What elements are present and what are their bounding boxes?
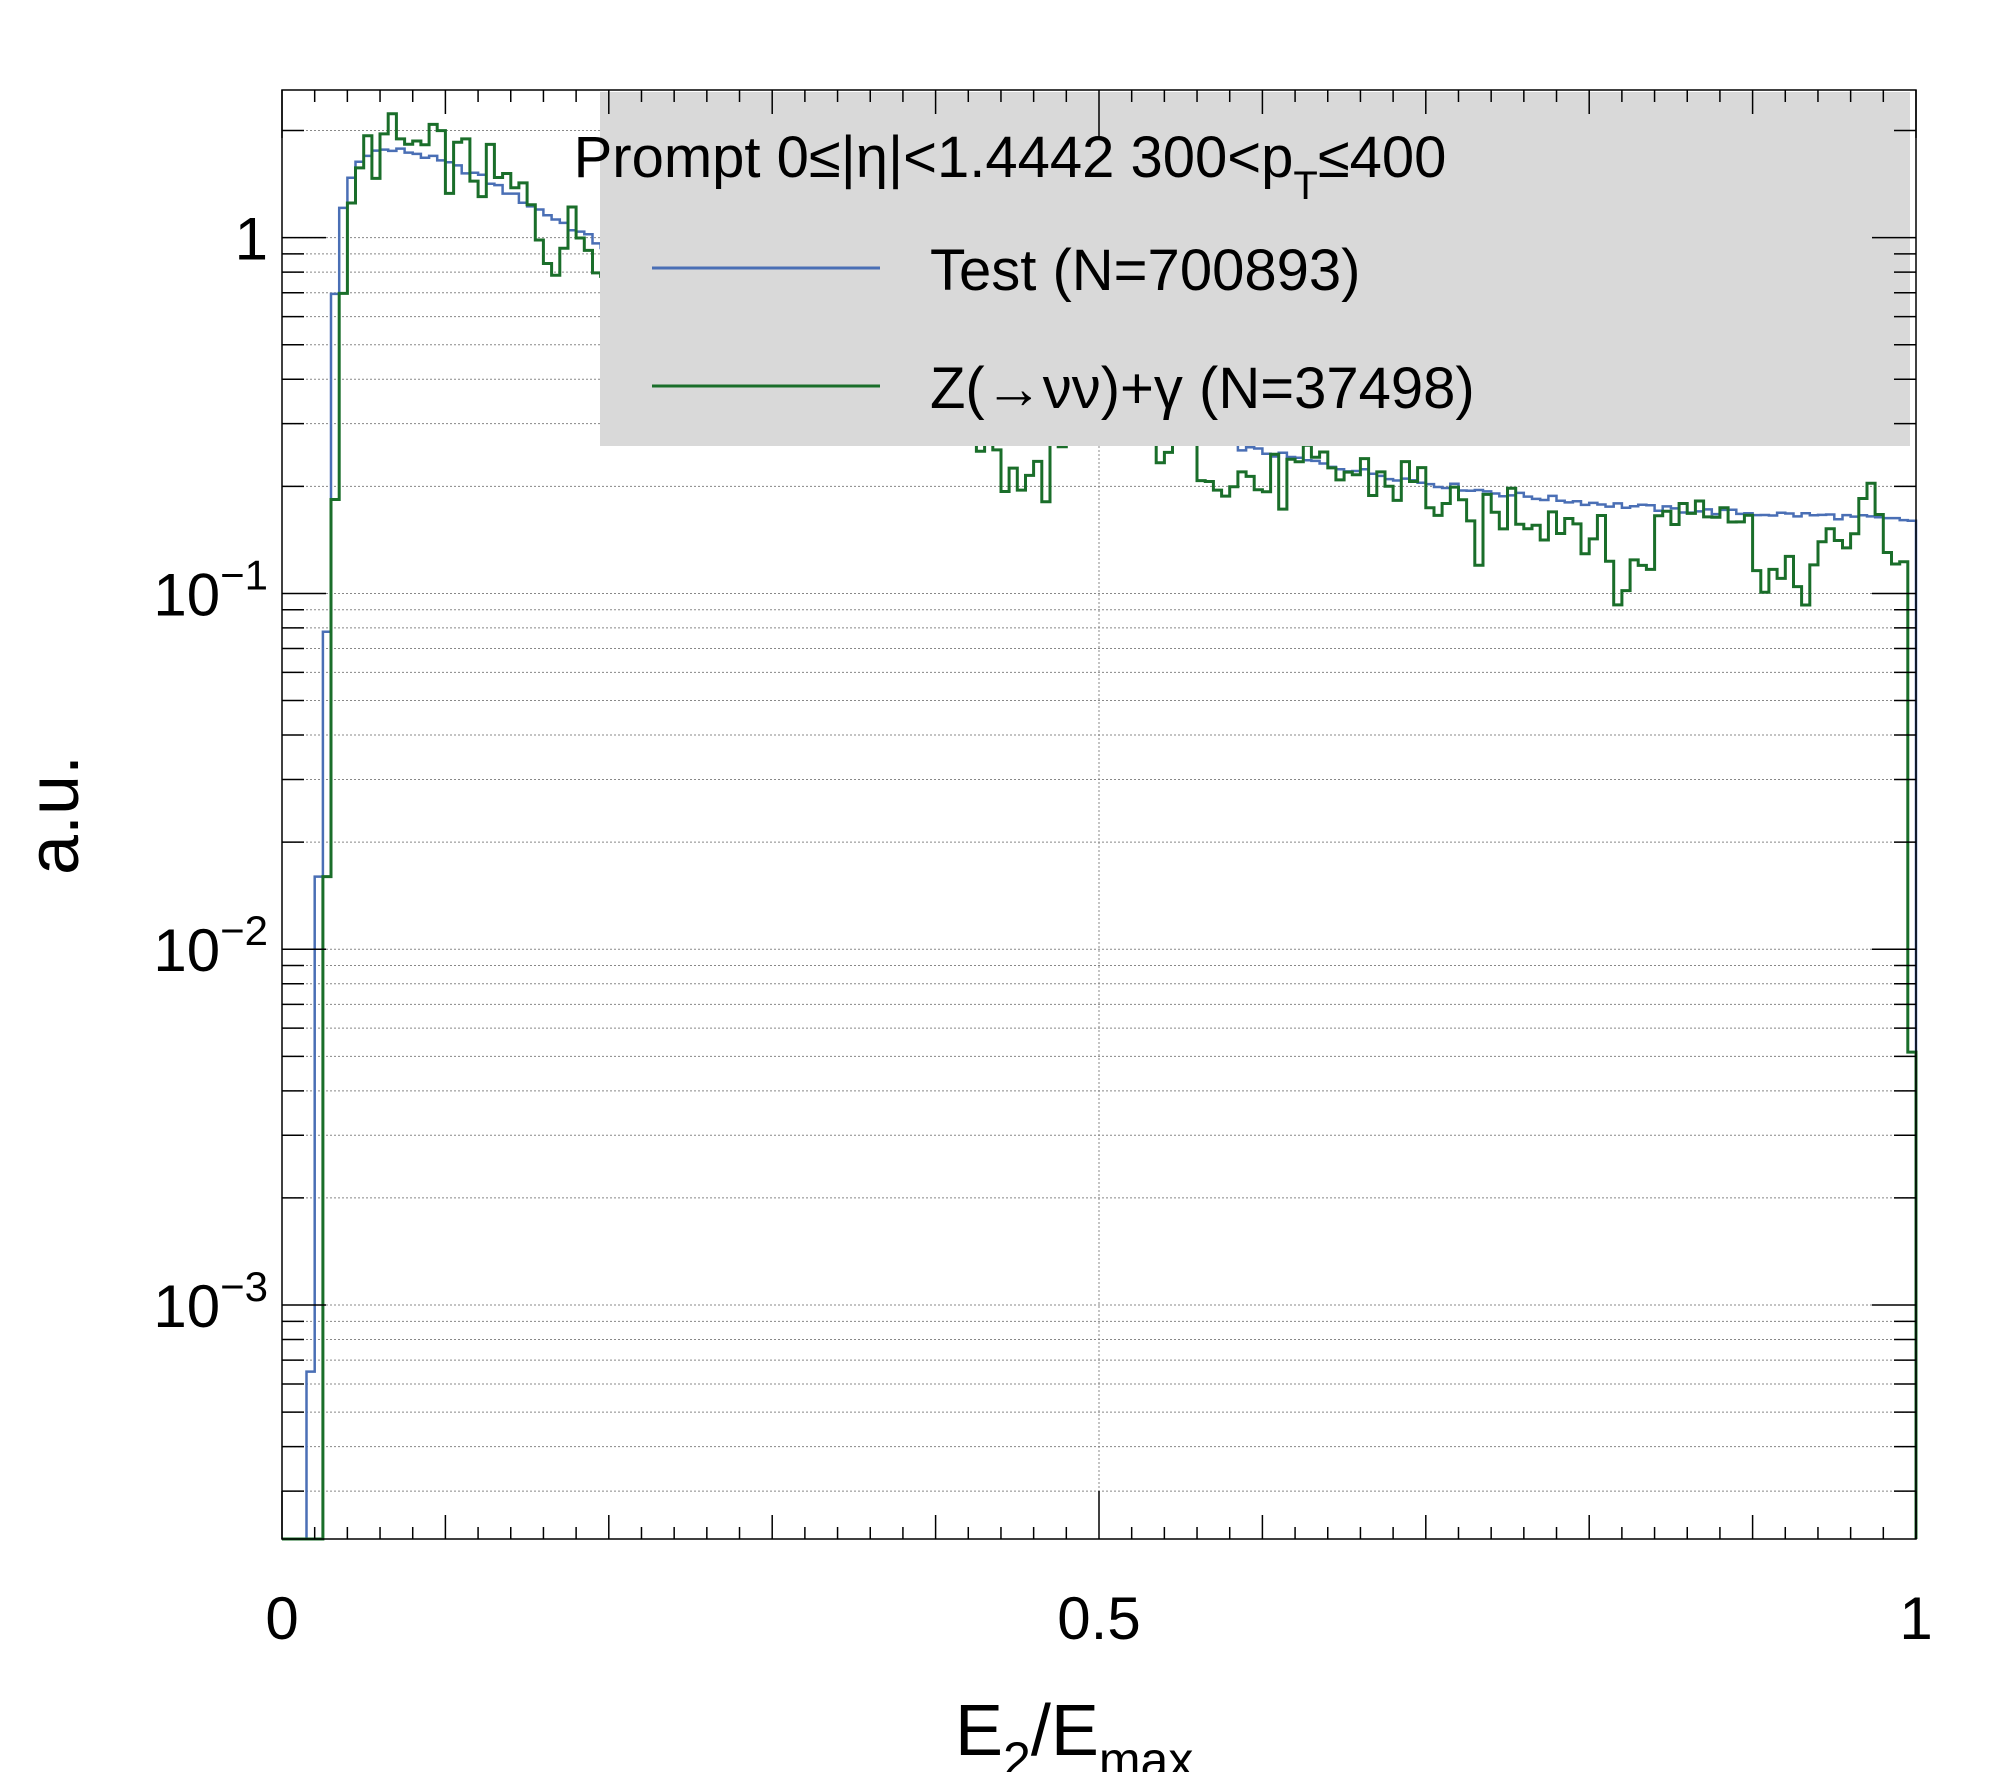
- legend-label-zgamma: Z(→νν)+γ (N=37498): [930, 356, 1475, 421]
- legend-header: Prompt 0≤|η|<1.4442 300<pT≤400: [574, 125, 1447, 208]
- x-tick-label: 0: [265, 1585, 298, 1652]
- y-tick-label: 10−3: [153, 1263, 268, 1340]
- y-axis-title: a.u.: [14, 755, 94, 875]
- axis-ticks: 0 0.5 1 1 10−1 10−2 10−3: [153, 90, 1933, 1652]
- y-tick-label: 1: [235, 206, 268, 273]
- y-tick-label: 10−1: [153, 551, 268, 628]
- x-tick-label: 0.5: [1057, 1585, 1140, 1652]
- legend-header-post: ≤400: [1318, 125, 1447, 190]
- x-axis-title-mid: /E: [1031, 1691, 1099, 1771]
- y-tick-label: 10−2: [153, 907, 268, 984]
- x-tick-label: 1: [1899, 1585, 1932, 1652]
- x-axis-title-sub1: 2: [1003, 1732, 1031, 1772]
- legend-label-test: Test (N=700893): [930, 238, 1360, 303]
- x-axis-title: E2/Emax: [955, 1691, 1193, 1772]
- legend: Prompt 0≤|η|<1.4442 300<pT≤400 Test (N=7…: [574, 92, 1910, 446]
- x-axis-title-sub2: max: [1099, 1732, 1193, 1772]
- legend-header-subscript: T: [1293, 164, 1317, 208]
